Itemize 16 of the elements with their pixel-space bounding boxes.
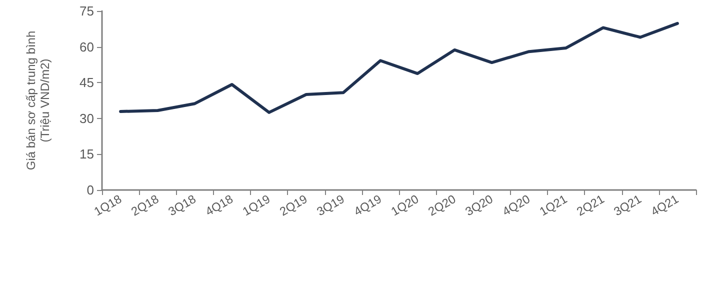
line-series [119, 22, 679, 114]
x-tick-label: 4Q21 [648, 192, 682, 219]
y-tick-label: 0 [86, 182, 94, 198]
x-tick-label: 3Q19 [314, 192, 348, 219]
y-tick-label: 30 [80, 110, 94, 126]
y-tick-label: 15 [80, 146, 94, 162]
y-tick-label: 45 [80, 75, 94, 90]
x-tick-label: 4Q18 [203, 192, 236, 219]
y-tick-label: 75 [80, 4, 94, 18]
x-tick-label: 1Q19 [240, 192, 273, 219]
x-tick-label: 4Q20 [500, 192, 533, 219]
x-tick-label: 1Q21 [537, 192, 570, 219]
y-tick-label: 60 [80, 39, 94, 54]
y-axis-title: Giá bán sơ cấp trung bình (Triệu VND/m2) [24, 30, 52, 170]
x-tick-label: 3Q21 [611, 192, 644, 219]
x-tick-label: 4Q19 [352, 192, 384, 219]
